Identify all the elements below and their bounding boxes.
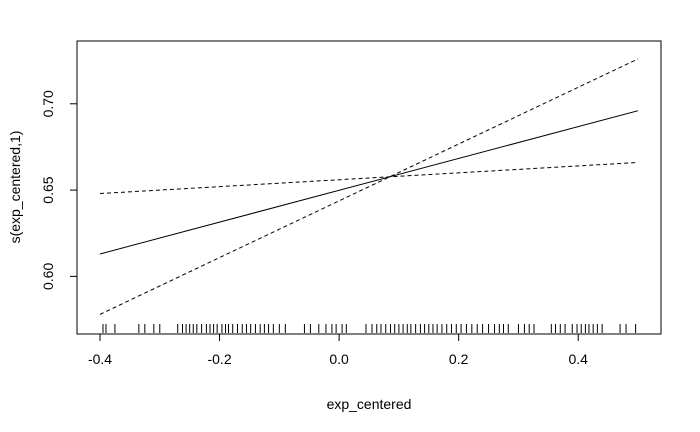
y-tick-label: 0.70 <box>40 90 56 117</box>
confidence-band-line-1 <box>99 58 639 315</box>
y-tick-label: 0.60 <box>40 263 56 290</box>
y-tick-label: 0.65 <box>40 176 56 203</box>
x-tick-label: -0.2 <box>207 351 231 367</box>
x-axis-label: exp_centered <box>327 396 412 412</box>
y-axis: 0.60 0.65 0.70 <box>40 90 78 290</box>
x-tick-label: -0.4 <box>88 351 112 367</box>
confidence-band-line-2 <box>99 161 639 195</box>
plot-area <box>76 40 662 335</box>
x-tick-label: 0.0 <box>329 351 349 367</box>
rug-layer <box>102 324 637 333</box>
x-tick-label: 0.4 <box>568 351 588 367</box>
x-axis: -0.4 -0.2 0.0 0.2 0.4 <box>88 333 588 367</box>
plot-frame <box>76 40 662 335</box>
y-axis-label: s(exp_centered,1) <box>7 131 23 244</box>
x-tick-label: 0.2 <box>449 351 469 367</box>
series-layer <box>99 58 639 315</box>
smooth-fit-line <box>99 110 639 255</box>
